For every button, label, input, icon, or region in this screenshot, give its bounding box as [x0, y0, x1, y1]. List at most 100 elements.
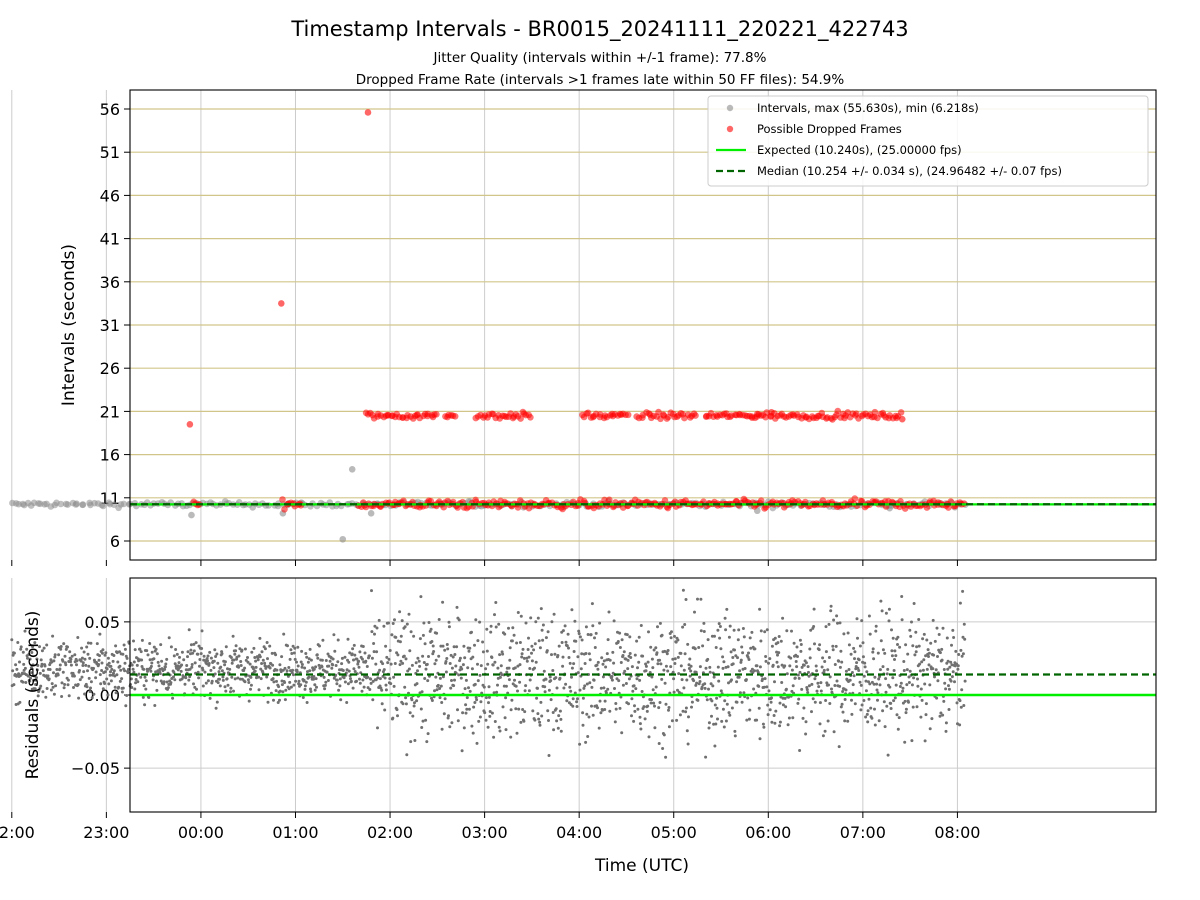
- residual-point: [633, 704, 636, 708]
- residual-point: [601, 662, 605, 666]
- residual-point: [547, 754, 551, 757]
- residual-point: [800, 687, 804, 691]
- residual-point: [579, 667, 583, 671]
- residual-point: [493, 720, 497, 723]
- residual-point: [518, 680, 522, 684]
- residual-point: [872, 682, 876, 686]
- residual-point: [541, 623, 545, 627]
- residual-point: [554, 707, 558, 711]
- residual-point: [630, 697, 634, 701]
- residual-point: [334, 664, 338, 667]
- residual-point: [497, 622, 501, 626]
- residual-point: [369, 681, 373, 685]
- residual-point: [465, 696, 469, 700]
- residual-point: [471, 731, 475, 735]
- residual-point: [33, 641, 37, 645]
- residual-point: [207, 662, 211, 665]
- residual-point: [38, 671, 42, 675]
- residual-point: [617, 679, 621, 683]
- residual-point: [660, 633, 664, 637]
- residual-point: [513, 678, 516, 682]
- residual-point: [850, 671, 854, 674]
- residual-point: [837, 745, 841, 749]
- residual-point: [720, 719, 724, 723]
- residual-point: [146, 653, 150, 657]
- residual-point: [191, 651, 195, 655]
- residual-point: [740, 645, 744, 649]
- residual-point: [335, 682, 339, 686]
- residual-point: [875, 682, 879, 686]
- residual-point: [498, 675, 502, 679]
- interval-point: [120, 500, 128, 508]
- residual-point: [816, 681, 820, 685]
- residual-point: [592, 678, 596, 682]
- residual-point: [725, 702, 729, 706]
- residual-point: [931, 618, 935, 622]
- residual-point: [593, 636, 596, 640]
- residual-point: [398, 640, 402, 644]
- residual-point: [662, 733, 666, 737]
- residual-point: [820, 665, 824, 669]
- residual-point: [501, 652, 505, 656]
- residual-point: [258, 636, 262, 640]
- residual-point: [747, 658, 751, 661]
- residual-point: [566, 632, 570, 636]
- residual-point: [679, 651, 683, 655]
- residual-point: [361, 645, 365, 648]
- residual-point: [48, 668, 52, 671]
- residual-point: [294, 679, 298, 683]
- residual-point: [109, 670, 112, 674]
- residual-point: [626, 658, 630, 662]
- residual-point: [210, 679, 214, 683]
- residual-point: [87, 664, 91, 668]
- residual-point: [229, 690, 232, 694]
- residual-point: [785, 672, 789, 676]
- residual-point: [811, 697, 815, 701]
- residual-point: [787, 716, 791, 720]
- residual-point: [572, 650, 576, 653]
- residual-point: [526, 648, 530, 651]
- residual-point: [503, 632, 507, 636]
- residual-point: [172, 670, 176, 674]
- residual-point: [342, 676, 346, 680]
- residual-point: [832, 730, 836, 734]
- residual-point: [731, 662, 735, 666]
- residual-point: [135, 663, 139, 667]
- residual-point: [946, 659, 950, 663]
- residual-point: [567, 646, 570, 650]
- residual-point: [66, 678, 70, 682]
- residual-point: [341, 669, 345, 672]
- residual-point: [690, 705, 693, 709]
- dropped-frame-point: [527, 414, 534, 421]
- residual-point: [291, 644, 295, 648]
- residual-point: [676, 638, 680, 642]
- residual-point: [695, 681, 699, 685]
- residual-point: [371, 698, 375, 702]
- residual-point: [209, 668, 213, 672]
- residuals-panel: −0.050.000.0522:0023:0000:0001:0002:0003…: [0, 577, 1157, 842]
- residual-point: [325, 670, 329, 674]
- residual-point: [871, 647, 875, 651]
- residual-point: [616, 640, 620, 643]
- residual-point: [904, 643, 908, 647]
- residual-point: [813, 700, 817, 704]
- residual-point: [307, 675, 311, 679]
- residual-point: [544, 636, 548, 640]
- residual-point: [719, 647, 723, 651]
- residual-point: [204, 681, 208, 685]
- residual-point: [490, 656, 494, 659]
- residual-point: [309, 690, 313, 693]
- residual-point: [593, 646, 597, 649]
- residual-point: [892, 699, 896, 703]
- residual-point: [374, 662, 378, 666]
- residual-point: [111, 659, 115, 663]
- residual-point: [494, 601, 498, 604]
- residual-point: [891, 636, 895, 640]
- residual-point: [774, 709, 778, 713]
- residual-point: [383, 708, 387, 712]
- residual-point: [61, 670, 65, 674]
- dropped-frame-point: [364, 109, 372, 116]
- residual-point: [240, 648, 244, 652]
- residual-point: [556, 654, 560, 657]
- residual-point: [618, 631, 622, 635]
